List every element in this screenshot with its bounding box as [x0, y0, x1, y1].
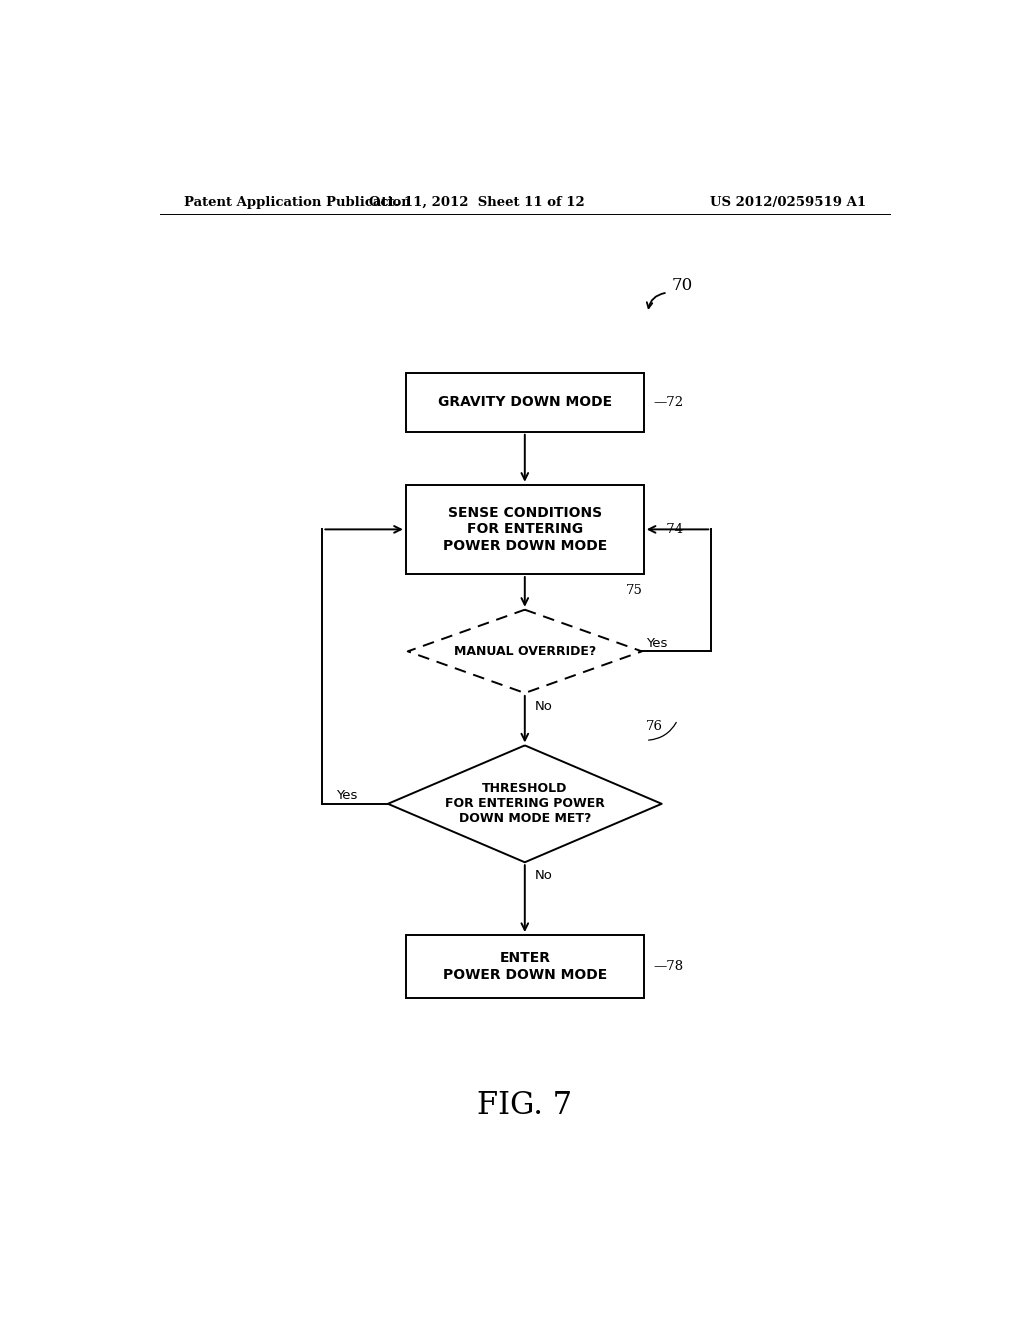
Text: —72: —72 — [653, 396, 683, 409]
FancyBboxPatch shape — [406, 484, 644, 574]
Text: 70: 70 — [672, 277, 693, 294]
Text: MANUAL OVERRIDE?: MANUAL OVERRIDE? — [454, 645, 596, 657]
Text: Oct. 11, 2012  Sheet 11 of 12: Oct. 11, 2012 Sheet 11 of 12 — [370, 195, 585, 209]
Text: GRAVITY DOWN MODE: GRAVITY DOWN MODE — [437, 395, 612, 409]
Text: 76: 76 — [646, 721, 663, 733]
Text: Yes: Yes — [336, 789, 357, 803]
Text: SENSE CONDITIONS
FOR ENTERING
POWER DOWN MODE: SENSE CONDITIONS FOR ENTERING POWER DOWN… — [442, 506, 607, 553]
Text: No: No — [535, 700, 552, 713]
Text: THRESHOLD
FOR ENTERING POWER
DOWN MODE MET?: THRESHOLD FOR ENTERING POWER DOWN MODE M… — [444, 783, 605, 825]
Text: US 2012/0259519 A1: US 2012/0259519 A1 — [710, 195, 866, 209]
Text: No: No — [535, 869, 552, 882]
FancyBboxPatch shape — [406, 935, 644, 998]
Text: —78: —78 — [653, 960, 683, 973]
FancyBboxPatch shape — [406, 372, 644, 432]
Text: —74: —74 — [653, 523, 683, 536]
Text: 75: 75 — [626, 585, 643, 598]
Text: Yes: Yes — [646, 636, 668, 649]
Text: FIG. 7: FIG. 7 — [477, 1090, 572, 1121]
Text: Patent Application Publication: Patent Application Publication — [183, 195, 411, 209]
Text: ENTER
POWER DOWN MODE: ENTER POWER DOWN MODE — [442, 952, 607, 982]
